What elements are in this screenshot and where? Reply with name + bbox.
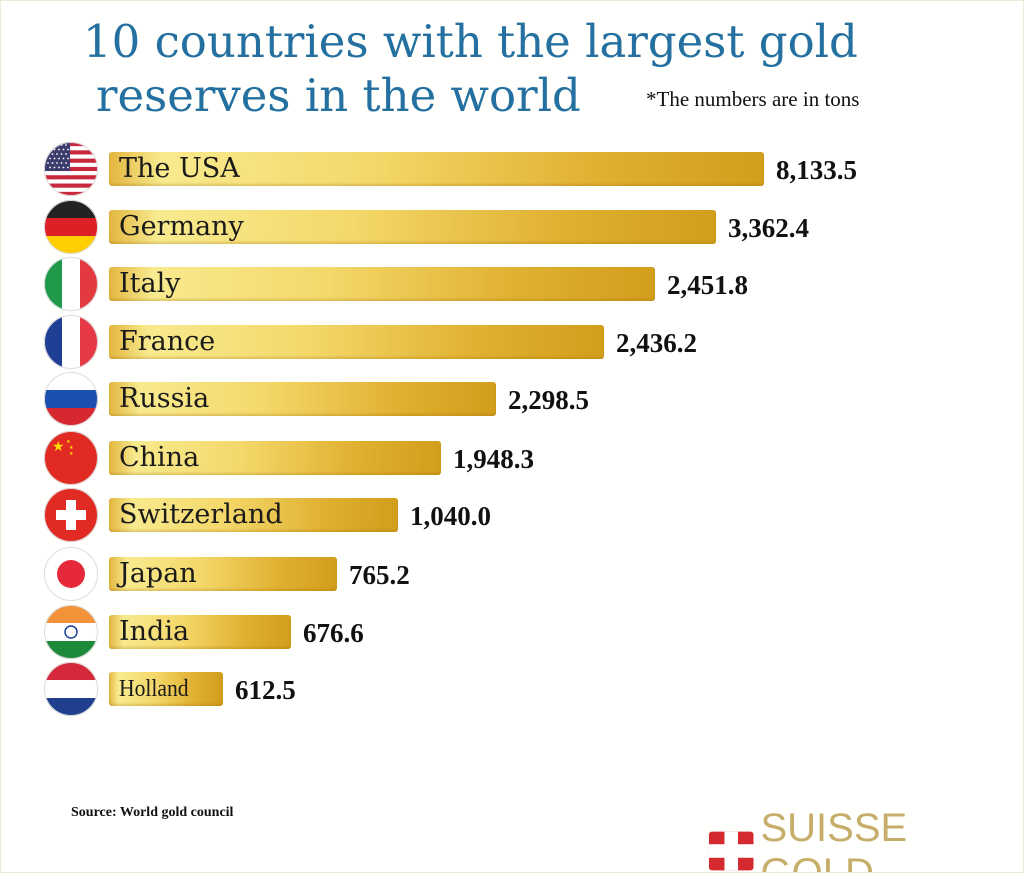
category-label: The USA (119, 153, 240, 184)
swiss-cross-icon (708, 831, 754, 871)
value-label: 676.6 (303, 618, 364, 648)
bar-8 (109, 615, 291, 649)
category-label: Holland (119, 676, 189, 702)
value-label: 2,298.5 (508, 385, 589, 415)
switzerland-flag-icon (44, 488, 98, 542)
japan-flag-icon (44, 547, 98, 601)
svg-text:★: ★ (69, 451, 74, 457)
italy-flag-icon (44, 257, 98, 311)
bar-6 (109, 498, 398, 532)
category-label: France (119, 326, 216, 357)
title-line-1: 10 countries with the largest gold (83, 15, 858, 68)
bar-4 (109, 382, 496, 416)
value-label: 1,040.0 (410, 501, 491, 531)
bar-5 (109, 441, 441, 475)
logo-text: SUISSE GOLD (760, 806, 908, 873)
bar-7 (109, 557, 337, 591)
category-label: India (119, 616, 190, 647)
value-label: 2,451.8 (667, 270, 748, 300)
title-line-2: reserves in the world (96, 69, 581, 122)
svg-text:★: ★ (66, 439, 71, 445)
value-label: 1,948.3 (453, 444, 534, 474)
svg-text:★: ★ (69, 445, 74, 451)
bar-2 (109, 267, 655, 301)
usa-flag-icon (44, 142, 98, 196)
category-label: Switzerland (119, 499, 283, 530)
netherlands-flag-icon (44, 662, 98, 716)
china-flag-icon: ★ ★★★ (44, 431, 98, 485)
suisse-gold-logo: SUISSE GOLD (708, 806, 1023, 873)
india-flag-icon (44, 605, 98, 659)
units-note: *The numbers are in tons (646, 87, 860, 111)
source-note: Source: World gold council (71, 805, 234, 820)
category-label: Russia (119, 383, 210, 414)
category-label: China (119, 442, 200, 473)
bar-1 (109, 210, 716, 244)
value-label: 765.2 (349, 560, 410, 590)
category-label: Japan (119, 558, 197, 589)
value-label: 612.5 (235, 675, 296, 705)
category-label: Germany (119, 211, 244, 242)
value-label: 8,133.5 (776, 155, 857, 185)
bar-9 (109, 672, 223, 706)
germany-flag-icon (44, 200, 98, 254)
russia-flag-icon (44, 372, 98, 426)
svg-text:★: ★ (52, 439, 65, 455)
france-flag-icon (44, 315, 98, 369)
bar-3 (109, 325, 604, 359)
category-label: Italy (119, 268, 181, 299)
bar-0 (109, 152, 764, 186)
value-label: 3,362.4 (728, 213, 809, 243)
value-label: 2,436.2 (616, 328, 697, 358)
